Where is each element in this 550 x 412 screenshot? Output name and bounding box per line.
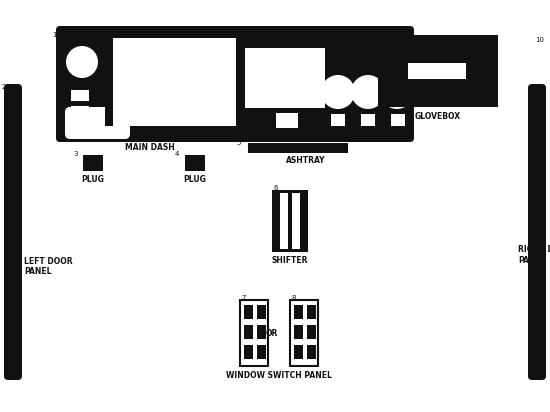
- Text: ASHTRAY: ASHTRAY: [286, 156, 326, 165]
- Text: OR: OR: [266, 328, 278, 337]
- Bar: [307, 305, 316, 319]
- Bar: [280, 193, 288, 249]
- Text: 8: 8: [291, 295, 295, 301]
- Bar: [71, 122, 89, 133]
- Bar: [290, 300, 318, 366]
- Bar: [307, 345, 316, 359]
- Text: RIGHT DOOR
PANEL: RIGHT DOOR PANEL: [518, 245, 550, 265]
- Text: 10: 10: [535, 37, 544, 43]
- Bar: [108, 38, 236, 126]
- Bar: [244, 325, 253, 339]
- Text: LEFT DOOR
PANEL: LEFT DOOR PANEL: [24, 257, 73, 276]
- Text: MAIN DASH: MAIN DASH: [125, 143, 175, 152]
- Bar: [185, 155, 205, 171]
- Text: WINDOW SWITCH PANEL: WINDOW SWITCH PANEL: [226, 371, 332, 380]
- Bar: [257, 305, 266, 319]
- Text: 2: 2: [2, 84, 7, 90]
- Text: SHIFTER: SHIFTER: [272, 256, 308, 265]
- Bar: [391, 114, 405, 126]
- Text: PLUG: PLUG: [184, 175, 206, 184]
- Bar: [257, 345, 266, 359]
- FancyBboxPatch shape: [4, 84, 22, 380]
- Circle shape: [351, 75, 385, 109]
- Bar: [244, 305, 253, 319]
- Text: 4: 4: [175, 151, 179, 157]
- Bar: [361, 114, 375, 126]
- Text: PLUG: PLUG: [81, 175, 104, 184]
- Text: 3: 3: [73, 151, 78, 157]
- Bar: [105, 38, 113, 126]
- Bar: [240, 300, 268, 366]
- Circle shape: [380, 75, 414, 109]
- Text: 7: 7: [241, 295, 245, 301]
- Bar: [248, 143, 348, 153]
- Bar: [272, 190, 308, 252]
- Bar: [294, 345, 303, 359]
- Bar: [257, 325, 266, 339]
- Bar: [331, 114, 345, 126]
- Bar: [307, 325, 316, 339]
- Bar: [408, 63, 466, 79]
- Bar: [71, 90, 89, 101]
- Text: 1: 1: [52, 32, 57, 38]
- FancyBboxPatch shape: [65, 107, 130, 139]
- Bar: [245, 48, 325, 108]
- Circle shape: [66, 46, 98, 78]
- Bar: [83, 155, 103, 171]
- Bar: [244, 345, 253, 359]
- Text: 9: 9: [370, 37, 375, 43]
- Bar: [292, 193, 300, 249]
- FancyBboxPatch shape: [56, 26, 414, 142]
- Bar: [276, 113, 298, 128]
- Bar: [71, 106, 89, 117]
- Circle shape: [321, 75, 355, 109]
- Text: 6: 6: [274, 185, 278, 191]
- Text: GLOVEBOX: GLOVEBOX: [415, 112, 461, 121]
- Circle shape: [73, 109, 91, 127]
- Bar: [294, 325, 303, 339]
- Bar: [378, 35, 498, 107]
- Text: 5: 5: [236, 140, 240, 146]
- FancyBboxPatch shape: [528, 84, 546, 380]
- Bar: [294, 305, 303, 319]
